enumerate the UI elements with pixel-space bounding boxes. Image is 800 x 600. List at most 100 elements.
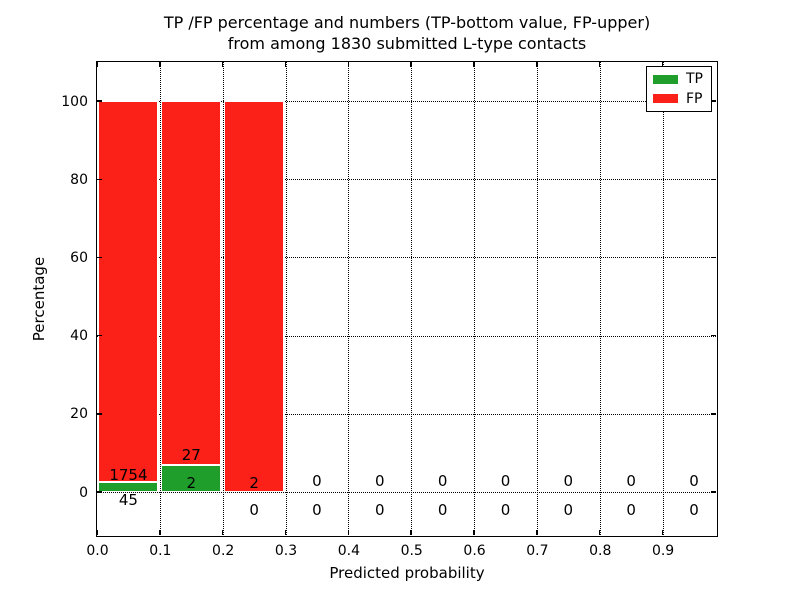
x-tick-mark-top <box>96 62 98 67</box>
bar-segment-fp <box>98 101 159 483</box>
y-tick-label: 40 <box>70 328 88 345</box>
grid-line-vertical <box>285 62 287 535</box>
annotation-fp-count: 1754 <box>109 466 148 485</box>
chart-title: TP /FP percentage and numbers (TP-bottom… <box>96 12 718 54</box>
grid-line-vertical <box>474 62 476 535</box>
x-tick-label: 0.0 <box>86 543 109 559</box>
y-tick-mark <box>97 334 102 337</box>
annotation-tp-count: 2 <box>186 474 197 493</box>
grid-line-vertical <box>348 62 350 535</box>
x-axis-label: Predicted probability <box>329 564 485 582</box>
x-tick-label: 0.4 <box>337 543 360 559</box>
y-tick-mark <box>97 491 102 493</box>
legend-item-fp: FP <box>647 92 711 106</box>
x-tick-mark <box>410 530 412 535</box>
x-tick-label: 0.5 <box>400 543 423 559</box>
annotation-fp-count: 27 <box>181 446 201 465</box>
chart-title-line-2: from among 1830 submitted L-type contact… <box>227 34 587 53</box>
y-tick-mark-right <box>711 178 716 181</box>
y-tick-mark-right <box>711 413 716 415</box>
annotation-fp-count: 0 <box>689 472 699 491</box>
annotation-fp-count: 0 <box>437 472 448 491</box>
annotation-tp-count: 0 <box>689 500 699 519</box>
x-tick-mark <box>159 530 161 535</box>
grid-line-vertical <box>222 62 224 535</box>
annotation-fp-count: 2 <box>249 474 259 493</box>
x-tick-mark-top <box>159 62 161 67</box>
grid-line-horizontal <box>97 101 716 103</box>
y-tick-mark-right <box>711 256 716 259</box>
legend-label-fp: FP <box>686 90 703 107</box>
x-tick-label: 0.7 <box>526 543 549 559</box>
x-tick-label: 0.9 <box>651 543 675 559</box>
annotation-fp-count: 0 <box>563 472 574 491</box>
grid-line-vertical <box>662 62 664 535</box>
grid-line-horizontal <box>97 335 716 337</box>
annotation-tp-count: 0 <box>563 500 574 519</box>
x-tick-mark-top <box>536 62 538 67</box>
annotation-fp-count: 0 <box>500 472 511 491</box>
y-tick-mark-right <box>711 100 716 102</box>
y-axis-label: Percentage <box>30 256 48 342</box>
grid-line-vertical <box>599 62 601 535</box>
grid-line-vertical <box>536 62 538 535</box>
y-tick-mark-right <box>711 334 716 337</box>
bar-segment-fp <box>160 101 222 465</box>
chart-title-line-1: TP /FP percentage and numbers (TP-bottom… <box>163 13 651 32</box>
annotation-tp-count: 45 <box>118 491 138 510</box>
y-tick-mark <box>97 100 102 102</box>
grid-line-horizontal <box>97 257 716 259</box>
x-tick-mark-top <box>473 62 475 67</box>
x-tick-mark <box>96 530 98 535</box>
grid-line-horizontal <box>97 413 716 415</box>
x-tick-label: 0.1 <box>149 543 172 559</box>
annotation-tp-count: 0 <box>500 500 511 519</box>
x-tick-label: 0.2 <box>212 543 235 559</box>
x-tick-mark <box>661 530 664 535</box>
x-tick-label: 0.3 <box>274 543 298 559</box>
legend-swatch-tp <box>653 74 678 84</box>
y-tick-mark <box>97 256 102 259</box>
x-tick-mark-top <box>221 62 224 67</box>
grid-line-vertical <box>411 62 413 535</box>
x-tick-mark <box>536 530 538 535</box>
grid-line-horizontal <box>97 492 716 493</box>
x-tick-label: 0.8 <box>589 543 612 559</box>
y-tick-label: 60 <box>70 249 88 266</box>
x-tick-mark-top <box>410 62 412 67</box>
y-tick-mark-right <box>711 491 716 493</box>
x-tick-mark <box>221 530 224 535</box>
x-tick-mark-top <box>598 62 601 67</box>
x-tick-mark <box>347 530 350 535</box>
annotation-fp-count: 0 <box>312 472 322 491</box>
legend-label-tp: TP <box>686 71 703 88</box>
y-tick-label: 80 <box>70 171 88 188</box>
grid-line-horizontal <box>97 179 716 181</box>
plot-area: 1754 45 27 2 2 0 0 0 0 0 0 0 0 0 0 0 0 0 0 0 <box>96 61 718 537</box>
annotation-tp-count: 0 <box>312 500 322 519</box>
y-tick-mark <box>97 178 102 181</box>
grid-line-vertical <box>159 62 161 535</box>
bar-segment-tp <box>98 482 159 492</box>
legend-item-tp: TP <box>647 72 711 86</box>
annotation-fp-count: 0 <box>375 472 385 491</box>
x-tick-mark <box>598 530 601 535</box>
annotation-tp-count: 0 <box>375 500 385 519</box>
annotation-tp-count: 0 <box>249 500 259 519</box>
annotation-tp-count: 0 <box>437 500 448 519</box>
bar-segment-fp <box>223 101 284 492</box>
x-tick-mark-top <box>347 62 350 67</box>
x-tick-mark <box>284 530 287 535</box>
x-tick-mark <box>473 530 475 535</box>
y-tick-label: 0 <box>79 484 88 501</box>
x-tick-label: 0.6 <box>463 543 486 559</box>
y-tick-mark <box>97 413 102 415</box>
annotation-fp-count: 0 <box>626 472 636 491</box>
x-tick-mark-top <box>284 62 287 67</box>
annotation-tp-count: 0 <box>626 500 636 519</box>
legend: TP FP <box>646 66 712 112</box>
bar-segment-tp <box>160 465 222 492</box>
y-tick-label: 100 <box>61 93 88 110</box>
legend-swatch-fp <box>653 94 678 104</box>
